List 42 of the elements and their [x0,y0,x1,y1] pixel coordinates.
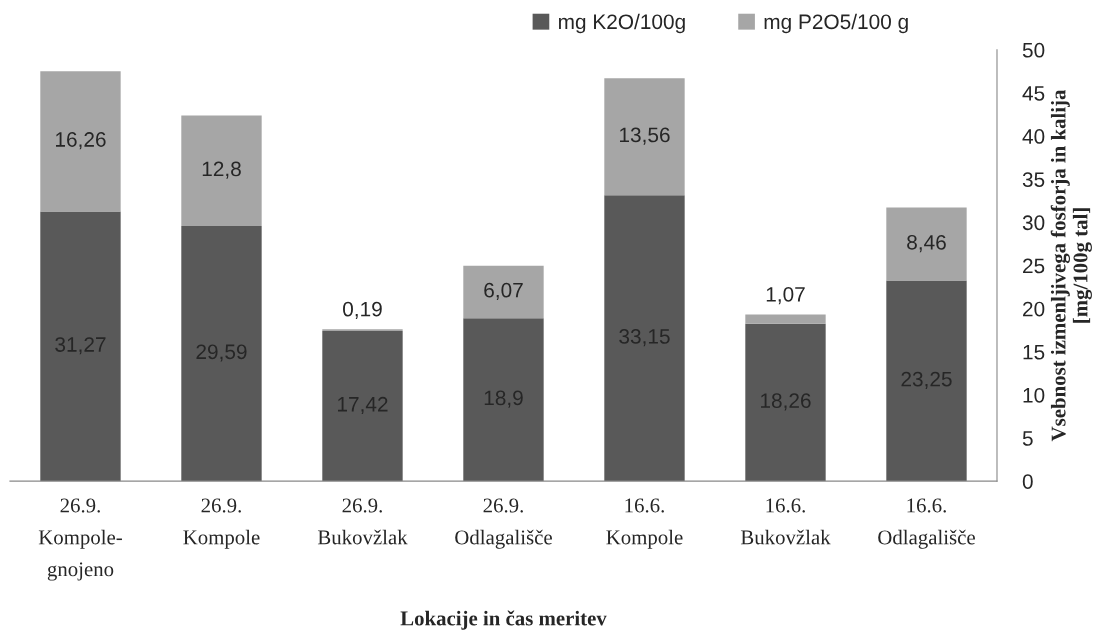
y-tick-label: 40 [1022,129,1045,144]
bar [463,265,544,319]
x-tick-label: 16.6. Bukovžlak [740,498,831,545]
y-tick-label: 50 [1022,42,1045,58]
x-tick-label: 16.6. Odlagališče [878,498,975,549]
bar [40,211,121,482]
bar [181,225,262,482]
bar [40,71,121,212]
y-tick-label: 35 [1022,172,1045,187]
x-tick-label: 26.9. Kompole- gnojeno [38,498,122,581]
bar [745,314,826,324]
y-tick-label: 25 [1023,258,1045,274]
bar [181,115,262,226]
bar [463,318,544,482]
data-label: 16,26 [56,132,106,150]
y-tick-label: 10 [1023,387,1045,403]
x-tick-label: 16.6. Kompole [606,498,683,549]
bar [745,323,826,482]
data-label: 6,07 [484,282,523,300]
bar [604,78,685,196]
x-axis-title: Lokacije in čas meritev [400,610,607,630]
legend-label: mg K2O/100g [558,13,685,34]
y-tick-label: 0 [1022,474,1033,489]
data-label: 8,46 [907,234,946,253]
x-tick-label: 26.9. Kompole [183,498,260,549]
x-tick-label: 26.9. Odlagališče [455,498,552,549]
bar [604,195,685,482]
bar [322,330,403,482]
y-tick-label: 30 [1022,215,1045,231]
y-tick-label: 20 [1023,301,1045,317]
bar [886,207,967,281]
x-tick-label: 26.9. Bukovžlak [317,498,408,545]
y-tick-label: 15 [1023,344,1045,360]
data-label: 0,19 [343,301,382,319]
data-label: 13,56 [620,127,670,145]
bar [886,280,967,482]
y-tick-label: 5 [1022,431,1033,446]
data-label: 12,8 [202,161,241,179]
legend-label: mg P2O5/100 g [764,13,908,34]
data-label: 1,07 [766,286,805,305]
y-tick-label: 45 [1022,86,1045,101]
y-axis-title: Vsebnost izmenljivega fosforja in kalija [mg/100g tal] [1050,89,1092,442]
